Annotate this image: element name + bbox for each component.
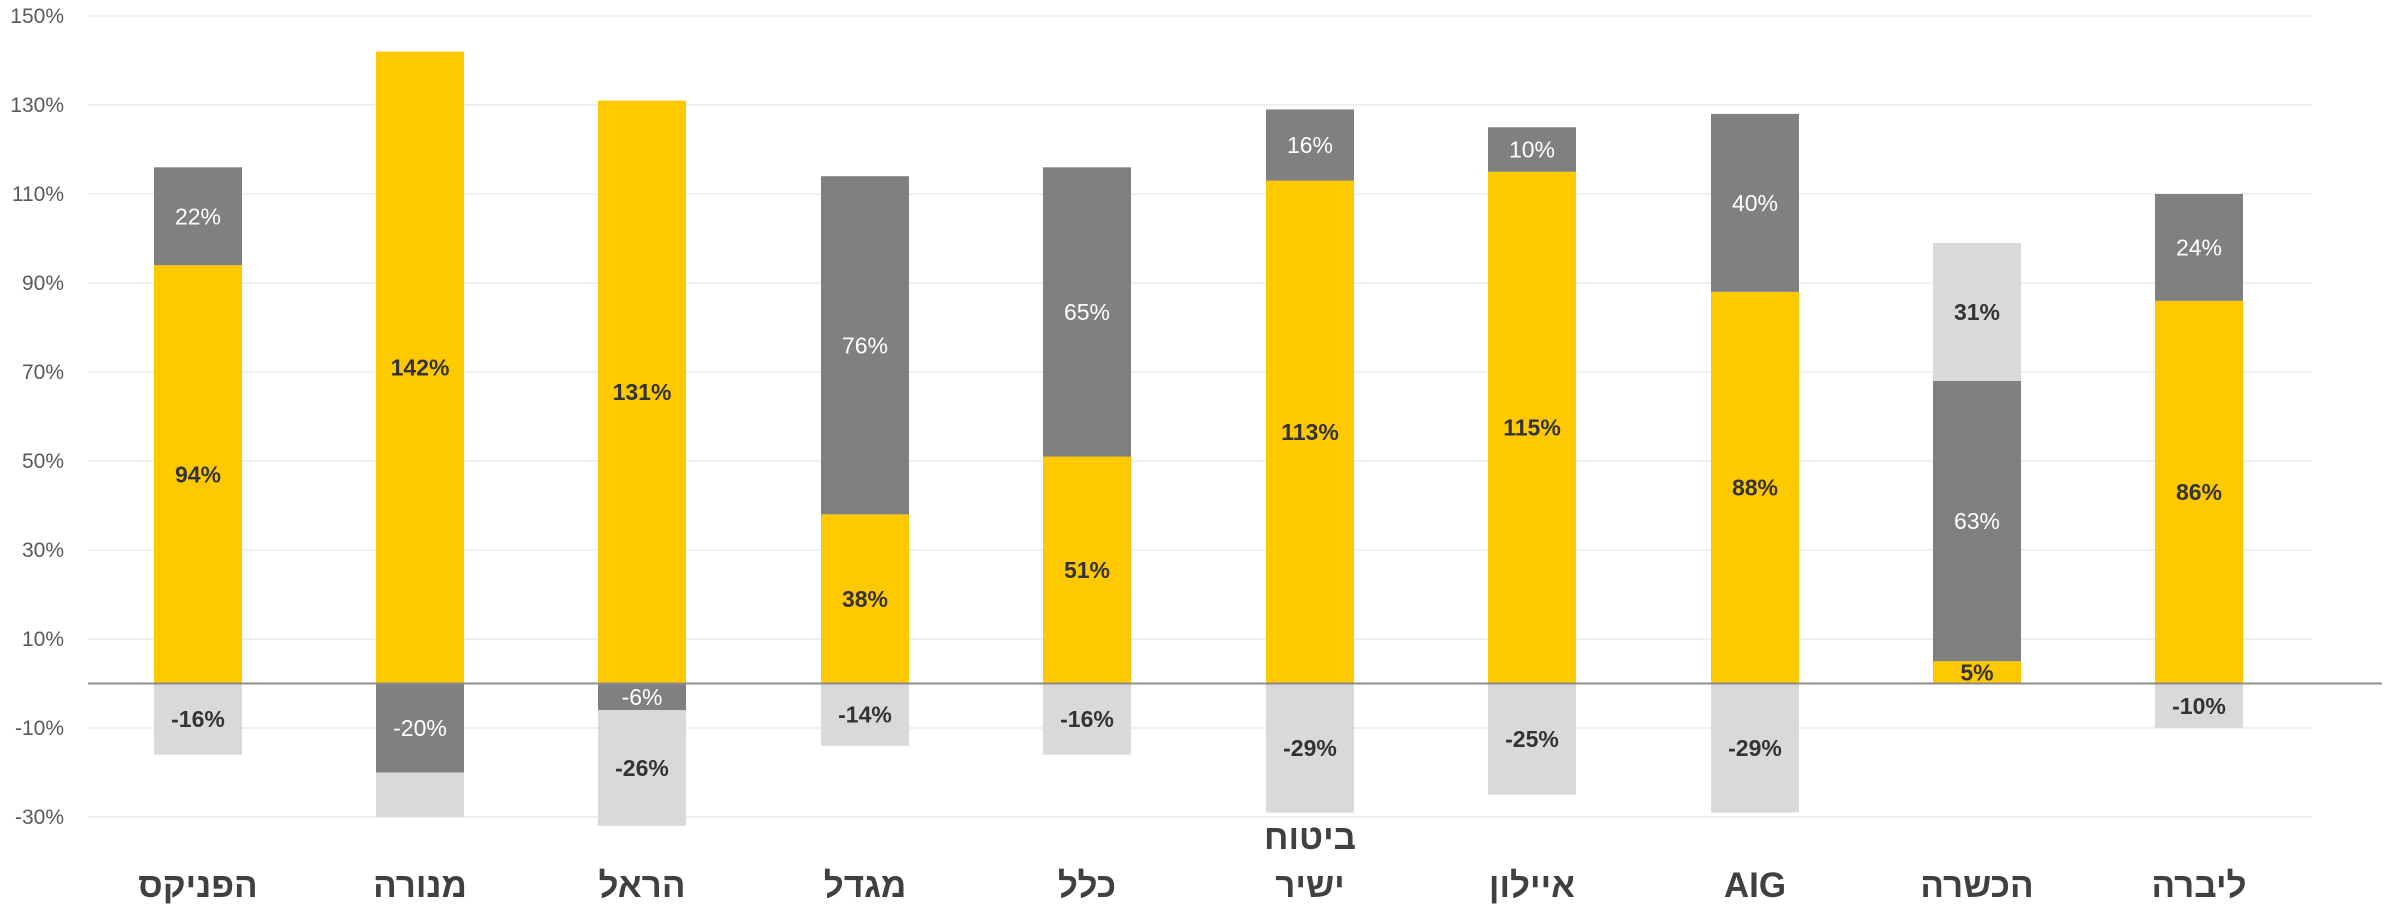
bar-segment <box>1266 180 1354 684</box>
bar-segment <box>1043 167 1131 457</box>
bar-segment <box>821 683 909 746</box>
data-label: 16% <box>1287 132 1333 158</box>
bar-segment <box>1933 242 2021 381</box>
bar-segment <box>2155 683 2243 728</box>
data-label: 22% <box>175 203 221 229</box>
y-tick-label: 90% <box>22 272 64 295</box>
y-tick-label: 30% <box>22 539 64 562</box>
y-tick-label: 150% <box>10 5 64 28</box>
data-label: -16% <box>1060 706 1114 732</box>
bars <box>154 51 2243 826</box>
bar-segment <box>1933 380 2021 662</box>
bar-segment <box>1488 683 1576 795</box>
bar-segment <box>376 51 464 684</box>
bar-segment <box>1266 109 1354 181</box>
data-label: -10% <box>2172 693 2226 719</box>
data-label: 115% <box>1503 415 1561 441</box>
bar-segment <box>1488 127 1576 172</box>
data-label: 94% <box>175 461 221 487</box>
data-label: -20% <box>393 715 447 741</box>
bar-segment <box>2155 194 2243 301</box>
bar-segment <box>1711 113 1799 292</box>
category-label: ליברה <box>2151 866 2246 905</box>
bar-segment <box>376 683 464 773</box>
bar-segment <box>154 167 242 266</box>
data-label: 131% <box>613 379 672 405</box>
bar-segment <box>154 683 242 755</box>
category-label: איילון <box>1489 866 1575 905</box>
data-label: 38% <box>842 586 888 612</box>
bar-segment <box>598 100 686 684</box>
category-label: מגדל <box>824 866 907 905</box>
data-label: 142% <box>391 355 450 381</box>
bar-segment <box>821 514 909 684</box>
data-label: 31% <box>1954 299 2000 325</box>
data-label: 86% <box>2176 479 2222 505</box>
y-tick-label: 50% <box>22 450 64 473</box>
category-label: ישיר <box>1275 866 1344 905</box>
bar-segment <box>1043 683 1131 755</box>
bar-segment <box>821 176 909 515</box>
category-label: הפניקס <box>138 866 257 905</box>
data-label: 40% <box>1732 190 1778 216</box>
bar-segment <box>1711 291 1799 684</box>
bar-segment <box>1711 683 1799 813</box>
y-axis-tick-labels: 150% 130% 110% 90% 70% 50% 30% 10% -10% -30% <box>10 5 64 829</box>
data-label: 51% <box>1064 557 1110 583</box>
y-tick-label: -30% <box>15 806 64 829</box>
data-label: -14% <box>838 702 892 728</box>
category-label: מנורה <box>373 866 467 905</box>
data-label: 76% <box>842 332 888 358</box>
y-tick-label: 130% <box>10 94 64 117</box>
x-axis-category-labels: הפניקס מנורה הראל מגדל כלל ביטוח ישיר איילון AIG… <box>138 818 2246 905</box>
data-label: -25% <box>1505 726 1559 752</box>
data-label: -16% <box>171 706 225 732</box>
category-label: הראל <box>598 866 685 905</box>
category-label: ביטוח <box>1264 818 1356 857</box>
data-label: -29% <box>1283 735 1337 761</box>
data-label: 63% <box>1954 508 2000 534</box>
y-tick-label: 70% <box>22 361 64 384</box>
data-label: 65% <box>1064 299 1110 325</box>
data-labels: 94% 22% -16% 142% -20% 131% -6% -26% 38% 76% -14% 5… <box>171 132 2226 781</box>
bar-segment <box>1933 661 2021 684</box>
data-label: -26% <box>615 755 669 781</box>
bar-segment <box>598 683 686 711</box>
data-label: 113% <box>1281 419 1339 445</box>
data-label: -6% <box>622 684 663 710</box>
data-label: 5% <box>1960 659 1993 685</box>
bar-segment <box>376 772 464 817</box>
y-tick-label: 10% <box>22 628 64 651</box>
category-label: כלל <box>1058 866 1116 905</box>
data-label: 24% <box>2176 234 2222 260</box>
data-label: -29% <box>1728 735 1782 761</box>
y-tick-label: -10% <box>15 717 64 740</box>
bar-segment <box>1266 683 1354 813</box>
bar-segment <box>598 710 686 826</box>
bar-segment <box>2155 300 2243 684</box>
bar-segment <box>1488 171 1576 684</box>
bar-segment <box>1043 456 1131 684</box>
category-label: הכשרה <box>1920 866 2033 905</box>
category-label: AIG <box>1724 866 1786 905</box>
bar-segment <box>154 265 242 684</box>
data-label: 10% <box>1509 137 1555 163</box>
data-label: 88% <box>1732 475 1778 501</box>
y-tick-label: 110% <box>12 183 64 206</box>
